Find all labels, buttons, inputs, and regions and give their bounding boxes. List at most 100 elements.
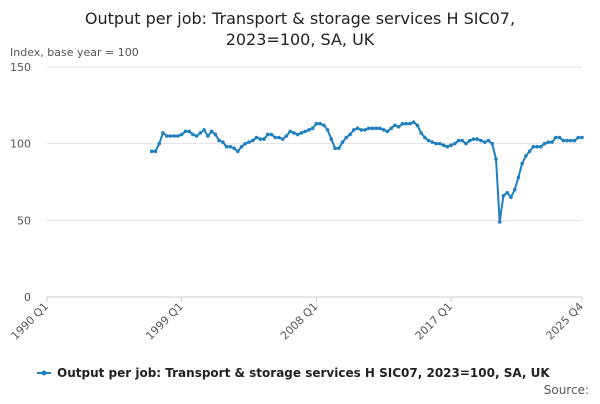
point: [568, 138, 573, 143]
point: [288, 129, 292, 134]
legend-label: Output per job: Transport & storage serv…: [57, 366, 550, 380]
point: [419, 131, 423, 135]
point: [561, 138, 566, 143]
point: [262, 137, 266, 141]
point: [546, 140, 551, 144]
point: [535, 144, 539, 149]
point: [221, 140, 225, 144]
y-tick-label: 150: [10, 61, 31, 74]
point: [471, 137, 476, 141]
point: [411, 120, 416, 124]
point: [217, 138, 221, 143]
point: [183, 129, 188, 134]
legend-swatch: [41, 370, 47, 376]
y-tick-label: 100: [10, 138, 31, 151]
point: [187, 129, 191, 134]
x-tick-label: 1999 Q1: [143, 300, 186, 343]
point: [243, 141, 248, 146]
point: [486, 138, 491, 143]
point: [224, 144, 229, 149]
point: [161, 131, 165, 135]
point: [389, 126, 393, 131]
point: [329, 137, 334, 141]
point: [239, 144, 244, 149]
point: [381, 128, 386, 132]
point: [516, 175, 521, 180]
x-tick-label: 2008 Q1: [278, 300, 321, 343]
point: [565, 138, 569, 143]
point: [265, 132, 270, 137]
point: [254, 135, 259, 140]
point: [318, 121, 322, 126]
x-tick-label: 1990 Q1: [9, 300, 52, 343]
point: [333, 146, 337, 151]
point: [464, 141, 468, 146]
point: [299, 131, 304, 135]
point: [408, 121, 412, 126]
point: [467, 138, 472, 143]
point: [449, 143, 453, 147]
point: [501, 194, 506, 198]
point: [247, 140, 251, 144]
line: [151, 121, 582, 223]
point: [359, 128, 364, 132]
point: [355, 126, 360, 131]
point: [310, 126, 315, 131]
point: [325, 128, 330, 132]
point: [479, 138, 483, 143]
point: [280, 137, 285, 141]
point: [295, 132, 300, 137]
point: [415, 123, 420, 128]
point: [209, 129, 214, 134]
point: [393, 123, 397, 128]
point: [520, 161, 524, 166]
point: [168, 134, 173, 138]
point: [396, 125, 401, 129]
chart-title: Output per job: Transport & storage serv…: [85, 9, 515, 28]
point: [554, 135, 558, 140]
point: [423, 135, 427, 140]
point: [337, 146, 341, 151]
point: [179, 132, 184, 137]
point: [378, 126, 382, 131]
point: [524, 154, 528, 158]
point: [385, 129, 390, 134]
point: [348, 132, 352, 137]
point: [460, 138, 465, 143]
point: [202, 128, 206, 132]
point: [445, 144, 450, 149]
point: [292, 131, 296, 135]
point: [438, 141, 442, 146]
point: [400, 121, 405, 126]
point: [149, 149, 154, 154]
point: [164, 134, 169, 138]
y-tick-label: 50: [17, 214, 31, 227]
point: [452, 141, 457, 146]
point: [269, 132, 274, 137]
point: [344, 135, 349, 140]
point: [509, 195, 513, 200]
point: [497, 220, 502, 224]
chart-title: 2023=100, SA, UK: [226, 30, 375, 49]
point: [426, 138, 431, 143]
point: [557, 135, 562, 140]
point: [363, 128, 367, 132]
point: [580, 135, 584, 140]
point: [206, 134, 210, 138]
point: [576, 135, 581, 140]
point: [172, 134, 177, 138]
point: [153, 149, 158, 154]
point: [494, 157, 498, 161]
point: [198, 131, 203, 135]
point: [228, 144, 233, 149]
source: Source:: [544, 383, 589, 397]
point: [490, 141, 495, 146]
point: [351, 128, 356, 132]
point: [542, 141, 547, 146]
point: [307, 128, 311, 132]
point: [572, 138, 577, 143]
point: [273, 135, 278, 140]
point: [236, 149, 240, 154]
point: [194, 134, 199, 138]
point: [456, 138, 461, 143]
